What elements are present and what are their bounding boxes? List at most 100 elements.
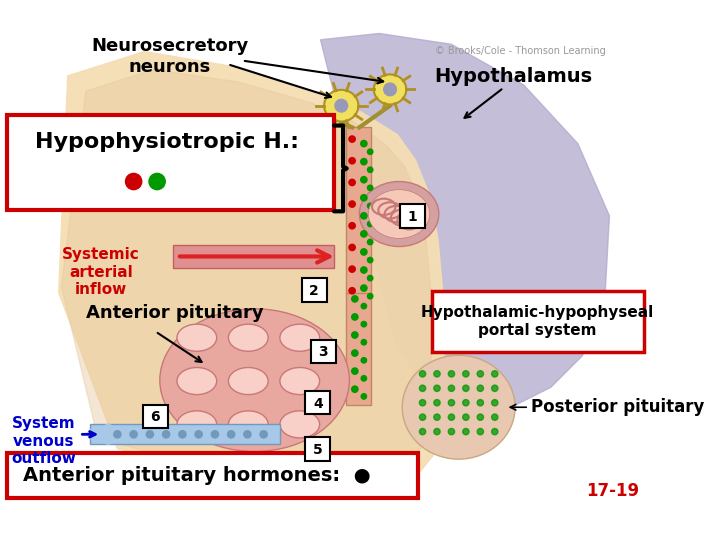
Ellipse shape (160, 309, 349, 451)
Ellipse shape (367, 275, 373, 281)
Text: Posterior pituitary: Posterior pituitary (531, 398, 704, 416)
Ellipse shape (349, 222, 355, 229)
Ellipse shape (434, 428, 440, 435)
Ellipse shape (477, 385, 484, 392)
FancyBboxPatch shape (7, 453, 418, 498)
Ellipse shape (492, 428, 498, 435)
Ellipse shape (361, 140, 367, 147)
Ellipse shape (419, 400, 426, 406)
Ellipse shape (177, 368, 217, 395)
Text: 2: 2 (310, 284, 319, 298)
Ellipse shape (434, 385, 440, 392)
Ellipse shape (361, 213, 367, 219)
Text: 4: 4 (313, 396, 323, 410)
Ellipse shape (361, 376, 366, 381)
Ellipse shape (367, 221, 373, 227)
Ellipse shape (351, 368, 358, 374)
Ellipse shape (361, 231, 367, 237)
Ellipse shape (449, 414, 454, 420)
Ellipse shape (419, 385, 426, 392)
Ellipse shape (349, 244, 355, 251)
Ellipse shape (244, 431, 251, 438)
Ellipse shape (177, 324, 217, 351)
Ellipse shape (463, 370, 469, 377)
Ellipse shape (419, 428, 426, 435)
Ellipse shape (361, 321, 366, 327)
Ellipse shape (349, 179, 355, 186)
Ellipse shape (419, 414, 426, 420)
Bar (143, 404, 168, 428)
Ellipse shape (492, 370, 498, 377)
Ellipse shape (449, 400, 454, 406)
Ellipse shape (349, 158, 355, 164)
Polygon shape (174, 245, 334, 268)
Ellipse shape (280, 368, 320, 395)
Ellipse shape (361, 194, 367, 201)
Ellipse shape (361, 357, 366, 363)
Polygon shape (320, 33, 609, 410)
Ellipse shape (280, 324, 320, 351)
Ellipse shape (177, 411, 217, 438)
Ellipse shape (163, 431, 170, 438)
Ellipse shape (351, 296, 358, 302)
Ellipse shape (324, 90, 359, 122)
Ellipse shape (228, 368, 268, 395)
Bar (305, 437, 330, 461)
Ellipse shape (361, 340, 366, 345)
Ellipse shape (280, 411, 320, 438)
Ellipse shape (374, 75, 406, 104)
Ellipse shape (351, 314, 358, 320)
Ellipse shape (402, 355, 515, 459)
Ellipse shape (367, 167, 373, 172)
Text: Neurosecretory
neurons: Neurosecretory neurons (91, 37, 248, 76)
Ellipse shape (335, 99, 348, 112)
Ellipse shape (477, 370, 484, 377)
Ellipse shape (477, 400, 484, 406)
Bar (90, 424, 280, 444)
Ellipse shape (114, 431, 121, 438)
Bar (302, 278, 327, 302)
Ellipse shape (349, 266, 355, 272)
Ellipse shape (146, 431, 153, 438)
FancyBboxPatch shape (431, 291, 644, 352)
Polygon shape (61, 70, 431, 484)
Ellipse shape (367, 203, 373, 208)
Ellipse shape (463, 385, 469, 392)
Ellipse shape (449, 385, 454, 392)
Bar (346, 293, 371, 406)
Text: 1: 1 (408, 210, 418, 224)
Ellipse shape (463, 414, 469, 420)
Bar (346, 127, 371, 294)
Ellipse shape (492, 414, 498, 420)
Ellipse shape (228, 411, 268, 438)
Ellipse shape (179, 431, 186, 438)
Ellipse shape (419, 370, 426, 377)
Polygon shape (59, 51, 444, 491)
Text: System
venous
outflow: System venous outflow (11, 416, 76, 466)
Ellipse shape (492, 400, 498, 406)
Ellipse shape (434, 414, 440, 420)
Ellipse shape (361, 285, 367, 291)
Text: Anterior pituitary hormones:  ●: Anterior pituitary hormones: ● (22, 467, 370, 485)
Bar (400, 204, 426, 227)
Ellipse shape (434, 400, 440, 406)
Ellipse shape (367, 149, 373, 154)
Ellipse shape (130, 431, 138, 438)
Bar (310, 340, 336, 363)
Bar (305, 391, 330, 415)
Ellipse shape (125, 173, 142, 190)
Ellipse shape (349, 136, 355, 142)
Ellipse shape (384, 83, 396, 96)
Ellipse shape (260, 431, 267, 438)
Ellipse shape (492, 385, 498, 392)
FancyBboxPatch shape (7, 114, 334, 210)
Ellipse shape (149, 173, 165, 190)
Ellipse shape (369, 190, 430, 238)
Ellipse shape (361, 267, 367, 273)
Ellipse shape (228, 324, 268, 351)
Ellipse shape (367, 258, 373, 263)
Ellipse shape (228, 431, 235, 438)
Text: Hypothalamus: Hypothalamus (433, 67, 592, 86)
Ellipse shape (477, 414, 484, 420)
Text: Anterior pituitary: Anterior pituitary (86, 305, 264, 322)
